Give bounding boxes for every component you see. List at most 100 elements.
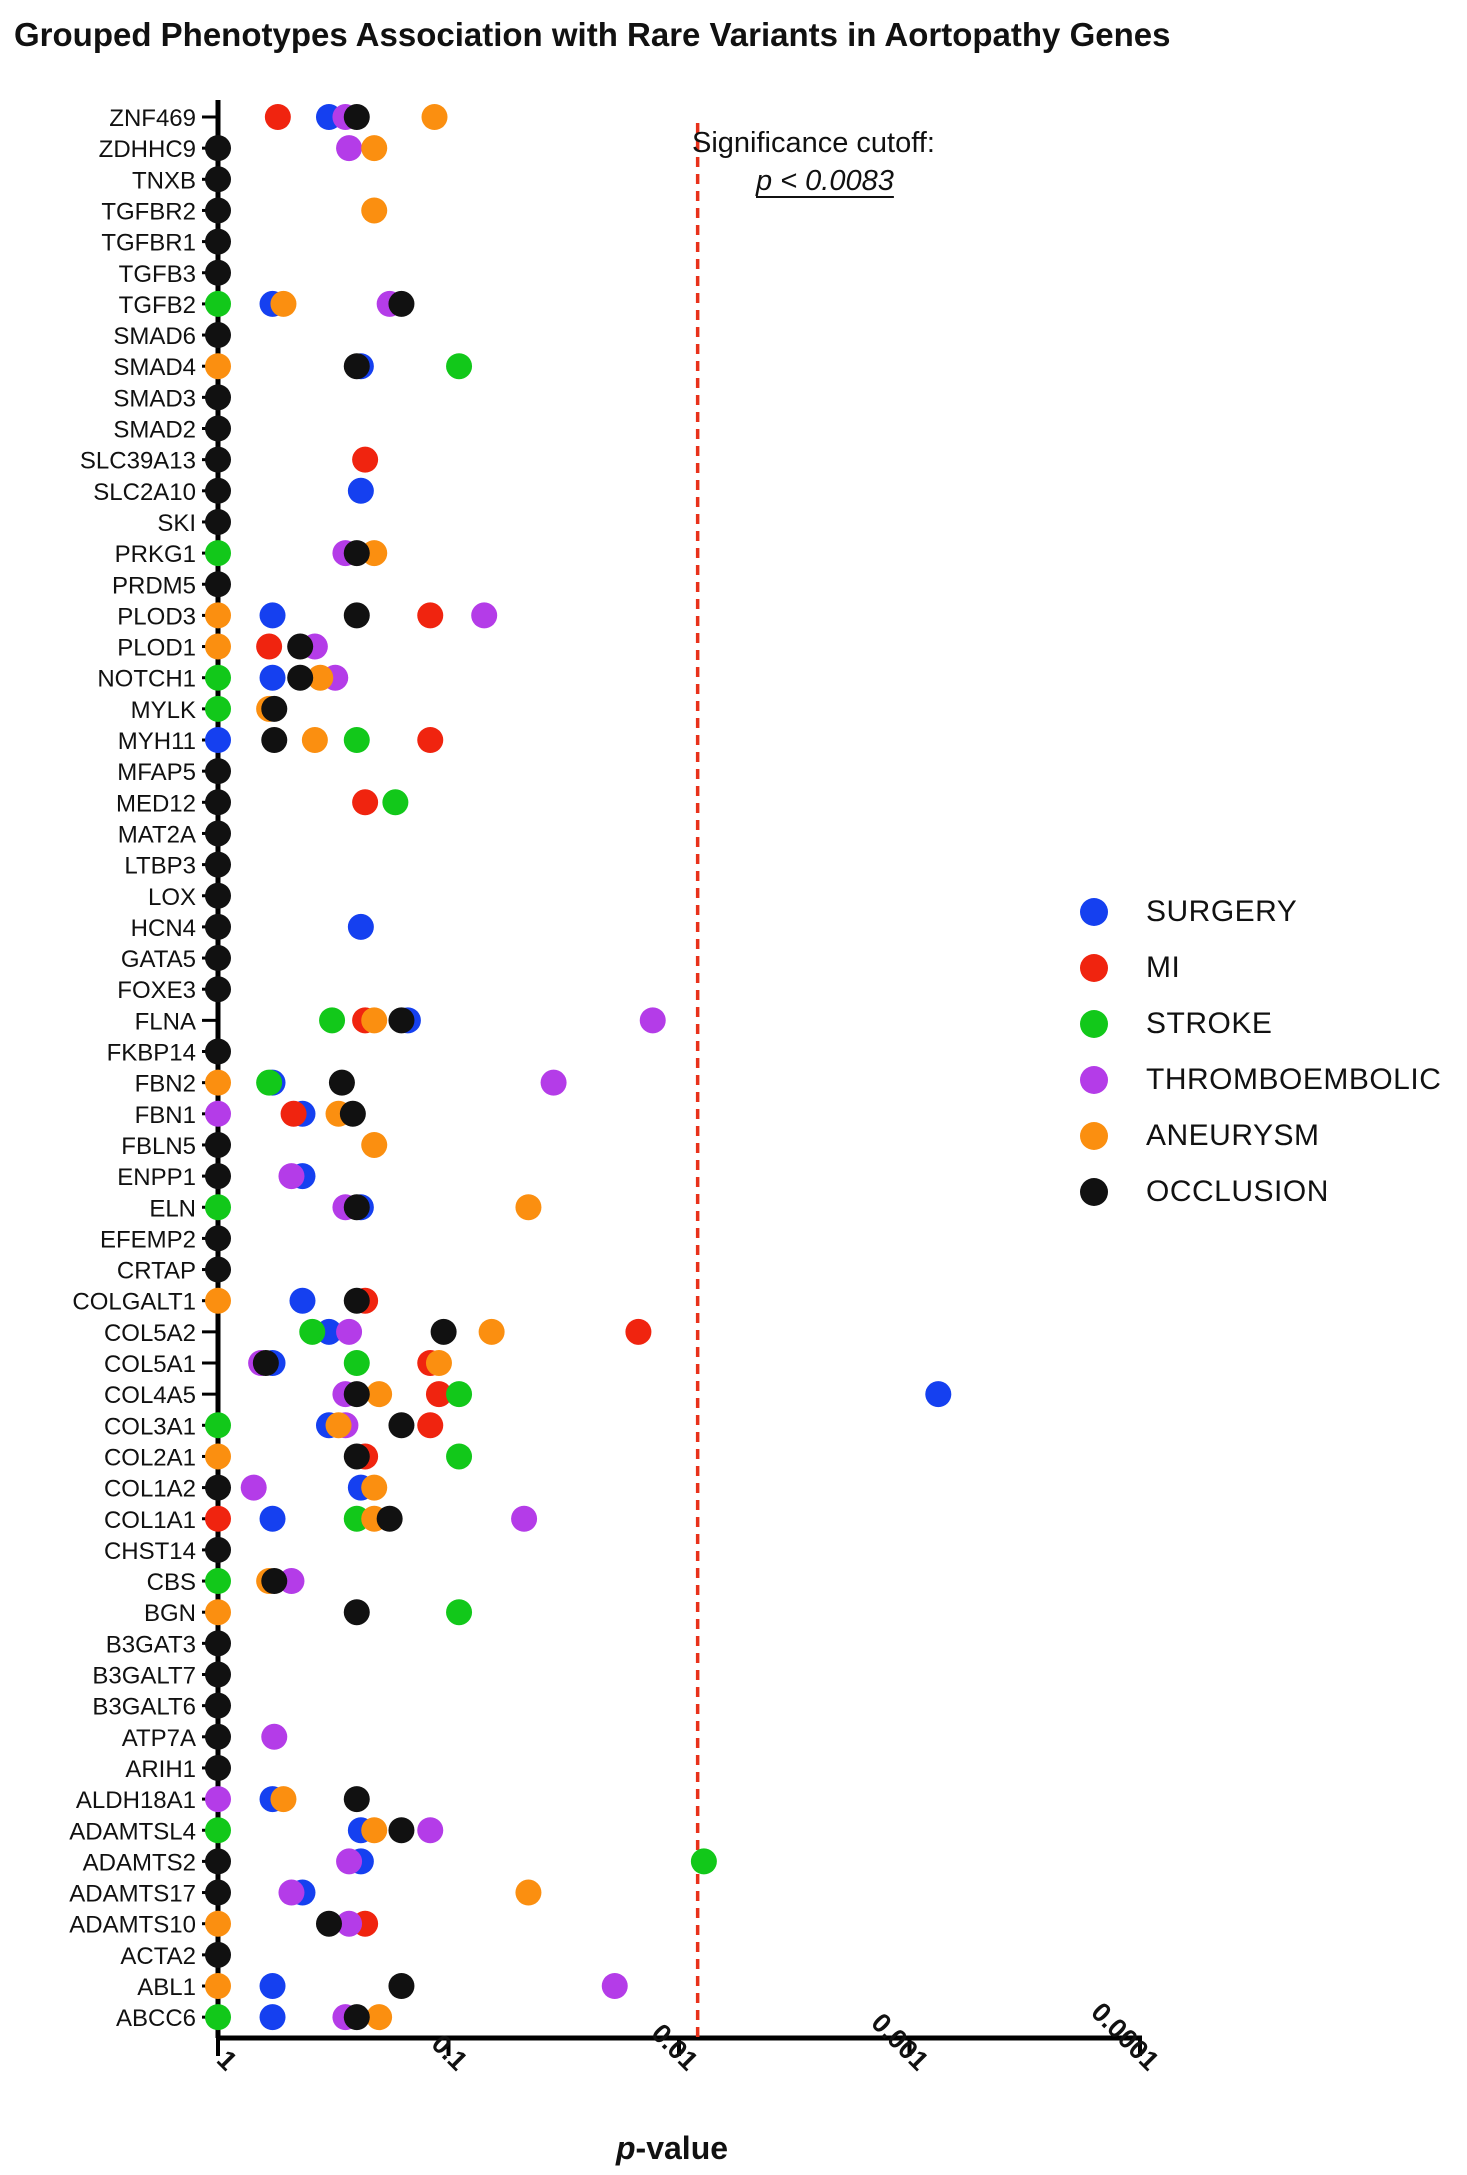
thromboembolic-point-fbn1	[205, 1100, 231, 1127]
occlusion-point-fbn2	[328, 1069, 355, 1096]
occlusion-point-tgfbr2	[205, 197, 231, 224]
surgery-point-notch1	[259, 664, 286, 691]
occlusion-point-acta2	[205, 1941, 231, 1968]
x-axis-label: p-value	[616, 2130, 728, 2167]
aneurysm-point-adamts17	[515, 1879, 542, 1906]
gene-label-gata5: GATA5	[121, 946, 196, 973]
thromboembolic-point-flna	[639, 1007, 666, 1034]
gene-label-smad6: SMAD6	[113, 323, 196, 350]
occlusion-point-adamtsl4	[388, 1817, 415, 1844]
gene-label-adamts2: ADAMTS2	[83, 1849, 196, 1876]
occlusion-point-ltbp3	[205, 851, 231, 878]
gene-label-foxe3: FOXE3	[117, 977, 196, 1004]
stroke-point-mylk	[205, 695, 231, 722]
occlusion-point-notch1	[287, 664, 314, 691]
aneurysm-point-col2a1	[205, 1443, 231, 1470]
gene-labels-layer: ZNF469 ZDHHC9 TNXB TGFBR2 TGFBR1 TGFB3 TGFB2 SM…	[69, 105, 196, 2032]
legend-marker	[1080, 954, 1108, 982]
thromboembolic-point-adamtsl4	[417, 1817, 444, 1844]
aneurysm-point-col3a1	[325, 1412, 352, 1439]
aneurysm-point-bgn	[205, 1599, 231, 1626]
stroke-point-notch1	[205, 664, 231, 691]
gene-label-atp7a: ATP7A	[122, 1725, 196, 1752]
x-axis-label-italic: p	[616, 2130, 636, 2166]
legend-marker	[1080, 1178, 1108, 1206]
thromboembolic-point-abl1	[601, 1973, 628, 1999]
aneurysm-point-col5a1	[425, 1350, 452, 1376]
x-tick-label-3: 0.001	[865, 2007, 934, 2076]
thromboembolic-point-adamts17	[278, 1879, 305, 1906]
legend-marker	[1080, 1010, 1108, 1038]
gene-label-mylk: MYLK	[131, 697, 196, 724]
occlusion-point-med12	[205, 789, 231, 816]
thromboembolic-point-fbn2	[540, 1069, 567, 1096]
legend: SURGERY MI STROKE THROMBOEMBOLIC ANEURYSM OCC…	[1080, 884, 1441, 1220]
mi-point-col5a2	[625, 1318, 652, 1345]
gene-label-col5a1: COL5A1	[104, 1351, 196, 1378]
gene-label-abcc6: ABCC6	[116, 2005, 196, 2032]
mi-point-med12	[352, 789, 379, 816]
occlusion-point-colgalt1	[343, 1287, 370, 1314]
gene-label-flna: FLNA	[135, 1008, 196, 1035]
stroke-point-flna	[319, 1007, 346, 1034]
legend-item-thromboembolic: THROMBOEMBOLIC	[1080, 1052, 1441, 1108]
stroke-point-col2a1	[446, 1443, 473, 1470]
gene-label-fkbp14: FKBP14	[107, 1040, 196, 1067]
gene-label-plod3: PLOD3	[117, 603, 196, 630]
mi-point-col3a1	[417, 1412, 444, 1439]
surgery-point-colgalt1	[289, 1287, 316, 1314]
cutoff-value: p < 0.0083	[756, 165, 894, 197]
occlusion-point-myh11	[261, 727, 288, 753]
surgery-point-myh11	[205, 727, 231, 753]
occlusion-point-abl1	[388, 1973, 415, 1999]
stroke-point-abcc6	[205, 2004, 231, 2031]
aneurysm-point-tgfb2	[270, 290, 297, 317]
legend-marker	[1080, 1066, 1108, 1094]
occlusion-point-mylk	[261, 695, 288, 722]
gene-label-col3a1: COL3A1	[104, 1413, 196, 1440]
aneurysm-point-adamts10	[205, 1910, 231, 1937]
aneurysm-point-colgalt1	[205, 1287, 231, 1314]
mi-point-znf469	[264, 104, 291, 130]
gene-label-colgalt1: COLGALT1	[72, 1289, 196, 1316]
thromboembolic-point-col5a2	[336, 1318, 363, 1345]
aneurysm-point-col4a5	[366, 1381, 393, 1408]
gene-label-notch1: NOTCH1	[97, 666, 196, 693]
occlusion-point-arih1	[205, 1754, 231, 1781]
occlusion-point-mfap5	[205, 758, 231, 785]
occlusion-point-foxe3	[205, 976, 231, 1003]
mi-point-plod1	[256, 633, 283, 660]
surgery-point-col4a5	[925, 1381, 952, 1408]
aneurysm-point-znf469	[421, 104, 448, 130]
gene-label-ski: SKI	[157, 510, 196, 537]
gene-label-arih1: ARIH1	[125, 1756, 196, 1783]
thromboembolic-point-enpp1	[278, 1163, 305, 1190]
aneurysm-point-fbn2	[205, 1069, 231, 1096]
x-tick-label-0: 1	[211, 2044, 243, 2076]
gene-label-crtap: CRTAP	[117, 1258, 196, 1285]
occlusion-point-hcn4	[205, 913, 231, 940]
thromboembolic-point-aldh18a1	[205, 1786, 231, 1813]
occlusion-point-abcc6	[343, 2004, 370, 2031]
legend-label: ANEURYSM	[1146, 1119, 1320, 1152]
occlusion-point-fbln5	[205, 1131, 231, 1158]
occlusion-point-adamts10	[315, 1910, 342, 1937]
occlusion-point-tnxb	[205, 166, 231, 193]
aneurysm-point-fbln5	[361, 1131, 388, 1158]
occlusion-point-crtap	[205, 1256, 231, 1283]
mi-point-fbn1	[280, 1100, 307, 1127]
gene-label-col2a1: COL2A1	[104, 1444, 196, 1471]
gene-label-prkg1: PRKG1	[115, 541, 196, 568]
gene-label-hcn4: HCN4	[131, 915, 196, 942]
legend-marker	[1080, 898, 1108, 926]
gene-label-plod1: PLOD1	[117, 635, 196, 662]
thromboembolic-point-zdhhc9	[336, 135, 363, 162]
occlusion-point-aldh18a1	[343, 1786, 370, 1813]
stroke-point-med12	[382, 789, 409, 816]
mi-point-slc39a13	[352, 446, 379, 473]
thromboembolic-point-adamts2	[336, 1848, 363, 1875]
stroke-point-tgfb2	[205, 290, 231, 317]
occlusion-point-bgn	[343, 1599, 370, 1626]
occlusion-point-smad2	[205, 415, 231, 442]
